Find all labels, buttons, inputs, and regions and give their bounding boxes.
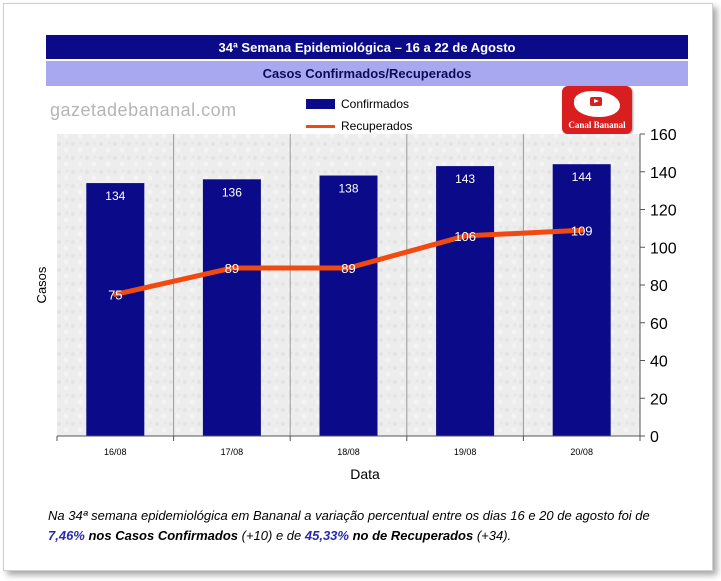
- y-tick-label: 100: [650, 240, 677, 257]
- legend-label-confirmados: Confirmados: [341, 97, 410, 111]
- x-axis-label: Data: [350, 466, 380, 482]
- bar-confirmados: [436, 166, 495, 436]
- bar-confirmados: [319, 175, 378, 436]
- legend: Confirmados Recuperados: [306, 93, 412, 137]
- line-recuperados: [112, 227, 585, 297]
- recuperados-line-group: [112, 227, 585, 297]
- y-tick-label: 20: [650, 391, 668, 408]
- caption-text-3: (+34).: [473, 528, 512, 543]
- x-tick-label: 20/08: [570, 447, 593, 457]
- x-tick-label: 16/08: [104, 447, 127, 457]
- chart-subtitle: Casos Confirmados/Recuperados: [46, 61, 688, 86]
- data-label-recuperados: 106: [454, 229, 476, 244]
- legend-item-recuperados: Recuperados: [306, 115, 412, 137]
- caption-pct-confirmados: 7,46%: [48, 528, 85, 543]
- data-label-recuperados: 89: [225, 261, 239, 276]
- chart-title: 34ª Semana Epidemiológica – 16 a 22 de A…: [46, 35, 688, 59]
- bars: [86, 164, 611, 437]
- caption-pct-recuperados: 45,33%: [304, 528, 349, 543]
- y-tick-label: 120: [650, 203, 677, 220]
- gridlines: [173, 134, 524, 436]
- legend-swatch-bar: [306, 99, 335, 109]
- legend-item-confirmados: Confirmados: [306, 93, 412, 115]
- data-label-recuperados: 75: [108, 287, 122, 302]
- data-label-confirmados: 144: [572, 170, 592, 184]
- data-label-recuperados: 109: [571, 223, 593, 238]
- x-tick-label: 17/08: [221, 447, 244, 457]
- caption-text-1: Na 34ª semana epidemiológica em Bananal …: [48, 508, 650, 523]
- watermark: gazetadebananal.com: [50, 100, 237, 120]
- x-tick-label: 18/08: [337, 447, 360, 457]
- play-icon: [590, 97, 602, 106]
- caption: Na 34ª semana epidemiológica em Bananal …: [48, 506, 688, 546]
- axes: 16/08 17/08 18/08 19/08 20/08 0 20 40 60 80 100 120…: [56, 127, 677, 457]
- y-tick-label: 0: [650, 429, 659, 446]
- bar-confirmados: [202, 179, 261, 437]
- caption-text-2: (+10) e de: [238, 528, 305, 543]
- y-axis-label: Casos: [34, 266, 49, 303]
- bar-confirmados: [552, 164, 611, 436]
- y-tick-label: 140: [650, 165, 677, 182]
- data-labels: 134 136 138 143 144 75 89 89 106 109: [105, 170, 592, 302]
- logo-text: Canal Bananal: [568, 120, 626, 130]
- legend-label-recuperados: Recuperados: [341, 119, 413, 133]
- caption-bold-recuperados: no de Recuperados: [348, 528, 474, 543]
- data-label-recuperados: 89: [341, 261, 355, 276]
- caption-bold-confirmados: nos Casos Confirmados: [84, 528, 239, 543]
- data-label-confirmados: 138: [338, 182, 358, 196]
- data-label-confirmados: 134: [105, 189, 125, 203]
- y-tick-label: 40: [650, 354, 668, 371]
- bar-confirmados: [86, 183, 145, 436]
- data-label-confirmados: 136: [222, 185, 242, 199]
- y-tick-label: 60: [650, 316, 668, 333]
- y-tick-label: 80: [650, 278, 668, 295]
- data-label-confirmados: 143: [455, 172, 475, 186]
- legend-swatch-line: [306, 124, 335, 128]
- y-tick-label: 160: [650, 127, 677, 144]
- x-tick-label: 19/08: [454, 447, 477, 457]
- canal-bananal-logo: Canal Bananal: [562, 86, 632, 134]
